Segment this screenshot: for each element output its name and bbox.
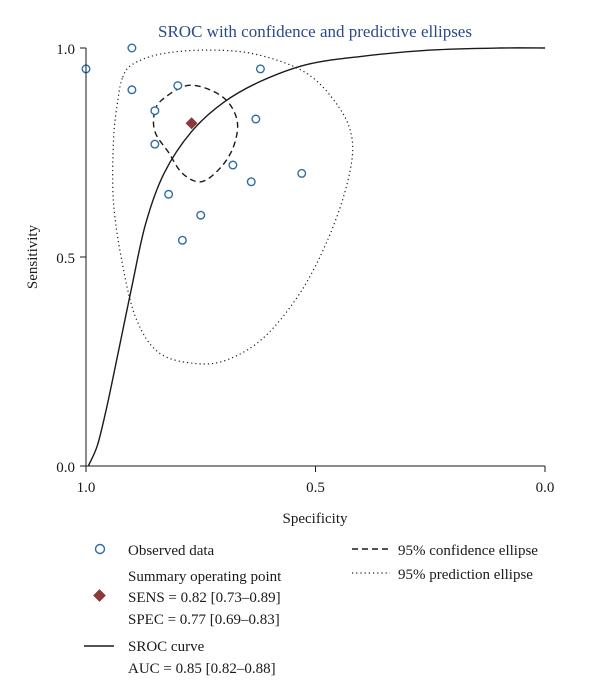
confidence-ellipse: [152, 84, 239, 183]
y-tick-label: 0.0: [56, 460, 75, 476]
y-axis-label: Sensitivity: [25, 224, 41, 289]
observed-data-point: [173, 81, 183, 91]
observed-data-point: [164, 189, 174, 199]
chart-title: SROC with confidence and predictive elli…: [158, 22, 472, 41]
x-tick-label: 0.0: [536, 480, 555, 496]
observed-data-point: [251, 114, 261, 124]
y-tick-label: 1.0: [56, 42, 75, 58]
legend-sens-label: SENS = 0.82 [0.73–0.89]: [128, 590, 281, 606]
legend-prediction-label: 95% prediction ellipse: [398, 567, 533, 583]
observed-data-point: [127, 85, 137, 95]
legend-observed-marker: [94, 543, 106, 555]
legend-summary-label: Summary operating point: [128, 569, 282, 585]
x-tick-label: 0.5: [306, 480, 325, 496]
plot-area: [81, 43, 546, 467]
prediction-ellipse: [112, 49, 354, 365]
legend-summary-marker: [93, 589, 106, 602]
legend-confidence-label: 95% confidence ellipse: [398, 543, 538, 559]
sroc-curve: [87, 47, 546, 467]
observed-data-point: [228, 160, 238, 170]
x-axis-label: Specificity: [283, 511, 348, 527]
x-tick-label: 1.0: [77, 480, 96, 496]
observed-data-point: [177, 235, 187, 245]
legend-spec-label: SPEC = 0.77 [0.69–0.83]: [128, 612, 280, 628]
legend-observed-label: Observed data: [128, 543, 215, 559]
observed-data-point: [255, 64, 265, 74]
summary-point-marker: [185, 117, 198, 130]
observed-data-point: [196, 210, 206, 220]
observed-data-point: [150, 139, 160, 149]
legend: Observed data Summary operating point SE…: [84, 543, 538, 677]
observed-data-point: [127, 43, 137, 53]
legend-sroc-label: SROC curve: [128, 639, 205, 655]
observed-data-point: [297, 168, 307, 178]
y-tick-label: 0.5: [56, 251, 75, 267]
observed-data-point: [150, 106, 160, 116]
legend-auc-label: AUC = 0.85 [0.82–0.88]: [128, 661, 276, 677]
observed-data-point: [246, 177, 256, 187]
